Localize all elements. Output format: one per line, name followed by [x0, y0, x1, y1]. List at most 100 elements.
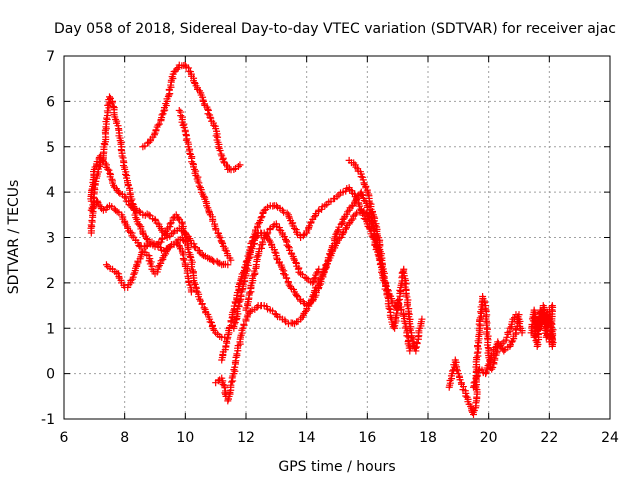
data-point — [166, 220, 174, 228]
data-point — [227, 256, 235, 264]
series-arc-14 — [470, 311, 523, 391]
data-point — [183, 269, 191, 277]
data-point — [104, 165, 112, 173]
data-point — [284, 243, 292, 251]
data-point — [515, 311, 523, 319]
data-point — [494, 338, 502, 346]
series-arc-4 — [102, 234, 189, 291]
data-point — [135, 207, 143, 215]
data-point — [272, 202, 280, 210]
data-point — [533, 339, 541, 347]
data-point — [145, 211, 153, 219]
series-arc-13 — [445, 292, 526, 418]
data-point — [219, 381, 227, 389]
data-layer — [87, 61, 557, 418]
x-axis-label: GPS time / hours — [278, 459, 395, 475]
data-point — [321, 265, 329, 273]
series-arc-10 — [242, 220, 323, 314]
data-point — [136, 221, 144, 229]
x-tick-label: 22 — [540, 430, 558, 446]
data-point — [258, 238, 266, 246]
data-point — [290, 255, 298, 263]
data-point — [181, 229, 189, 237]
y-tick-label: 2 — [46, 276, 55, 292]
series-arc-6 — [175, 106, 235, 264]
data-point — [105, 166, 113, 174]
data-point — [476, 322, 484, 330]
data-point — [341, 225, 349, 233]
data-point — [154, 263, 162, 271]
data-point — [190, 79, 198, 87]
data-point — [283, 209, 291, 217]
data-point — [283, 274, 291, 282]
data-point — [332, 230, 340, 238]
data-point — [121, 193, 129, 201]
data-point — [198, 251, 206, 259]
data-point — [142, 234, 150, 242]
data-point — [396, 286, 404, 294]
data-point — [275, 226, 283, 234]
x-tick-label: 8 — [120, 430, 129, 446]
x-tick-label: 14 — [298, 430, 316, 446]
y-tick-label: 1 — [46, 321, 55, 337]
data-point — [209, 256, 217, 264]
data-point — [294, 265, 302, 273]
data-point — [215, 232, 223, 240]
data-point — [378, 268, 386, 276]
y-tick-label: 6 — [46, 94, 55, 110]
series-arc-5 — [139, 61, 244, 174]
data-point — [295, 268, 303, 276]
data-point — [126, 228, 134, 236]
x-tick-label: 20 — [480, 430, 498, 446]
data-point — [122, 170, 130, 178]
data-point — [351, 193, 359, 201]
data-point — [224, 261, 232, 269]
data-point — [177, 112, 185, 120]
data-point — [218, 238, 226, 246]
x-tick-label: 18 — [419, 430, 437, 446]
data-point — [339, 229, 347, 237]
data-point — [347, 216, 355, 224]
data-point — [113, 208, 121, 216]
data-point — [470, 379, 478, 387]
data-point — [456, 376, 464, 384]
data-point — [477, 309, 485, 317]
data-point — [233, 350, 241, 358]
data-point — [179, 255, 187, 263]
data-point — [167, 76, 175, 84]
data-point — [305, 223, 313, 231]
data-point — [178, 234, 186, 241]
data-point — [406, 347, 414, 355]
data-point — [106, 93, 113, 101]
data-point — [548, 302, 556, 310]
data-point — [538, 312, 546, 320]
data-point — [453, 365, 461, 373]
data-point — [143, 242, 151, 250]
x-tick-label: 24 — [601, 430, 619, 446]
data-point — [488, 365, 496, 373]
data-point — [400, 272, 408, 280]
data-point — [95, 201, 103, 209]
series-arc-15 — [527, 302, 557, 350]
data-point — [108, 99, 116, 107]
y-tick-label: 5 — [46, 140, 55, 156]
data-point — [160, 107, 168, 115]
data-point — [293, 292, 301, 300]
data-point — [248, 238, 256, 246]
data-point — [292, 258, 300, 266]
x-tick-label: 12 — [237, 430, 255, 446]
data-point — [104, 101, 112, 109]
data-point — [212, 132, 220, 140]
data-point — [227, 378, 235, 386]
data-point — [291, 224, 299, 232]
x-tick-label: 16 — [358, 430, 376, 446]
x-tick-label: 6 — [60, 430, 69, 446]
data-point — [472, 354, 480, 362]
data-point — [352, 163, 360, 171]
data-point — [371, 222, 379, 230]
data-point — [315, 281, 323, 289]
data-point — [180, 256, 188, 264]
data-point — [174, 214, 182, 222]
data-point — [351, 211, 359, 219]
